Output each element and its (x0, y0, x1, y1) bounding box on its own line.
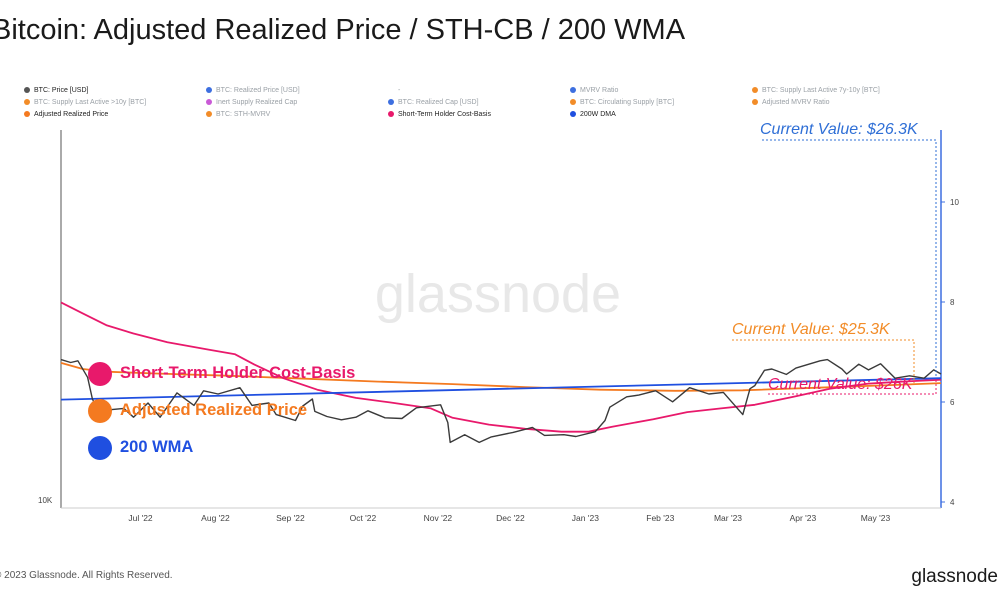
legend-item[interactable]: BTC: Price [USD] (24, 84, 206, 96)
sth-cost-basis-line (60, 301, 942, 433)
y-right-tick-label: 4 (950, 498, 955, 507)
watermark: glassnode (375, 264, 621, 324)
glassnode-logo[interactable]: glassnode (911, 566, 998, 587)
legend-item-label: Short-Term Holder Cost-Basis (398, 110, 491, 118)
price-line (60, 358, 942, 444)
legend-item[interactable]: BTC: Supply Last Active >10y [BTC] (24, 96, 206, 108)
sth-cb-value-guide (768, 379, 937, 395)
legend-item[interactable]: Adjusted MVRV Ratio (752, 96, 934, 108)
legend-item[interactable]: Short-Term Holder Cost-Basis (388, 108, 570, 120)
legend-item[interactable]: BTC: Realized Price [USD] (206, 84, 388, 96)
legend-item-label: Inert Supply Realized Cap (216, 98, 298, 106)
legend-item-label: BTC: Realized Cap [USD] (398, 98, 479, 106)
legend-dot-icon (752, 99, 758, 105)
legend-sth-cb-label: Short-Term Holder Cost-Basis (120, 364, 356, 382)
legend-adjusted-realized: Adjusted Realized Price (88, 392, 355, 429)
legend-item[interactable]: - (388, 84, 570, 96)
legend-dot-icon (752, 87, 758, 93)
legend-item[interactable]: 200W DMA (570, 108, 752, 120)
adjusted-realized-value-guide (732, 339, 915, 384)
chart-title: Bitcoin: Adjusted Realized Price / STH-C… (0, 14, 686, 46)
x-tick-label: Aug '22 (201, 513, 230, 523)
y-right-tick-label: 6 (950, 398, 955, 407)
x-tick-label: Apr '23 (790, 513, 817, 523)
legend-item-label: BTC: STH-MVRV (216, 110, 271, 118)
x-tick-label: Mar '23 (714, 513, 742, 523)
x-tick-label: Oct '22 (350, 513, 377, 523)
annotation-sth-cb: Current Value: $26K (768, 376, 914, 393)
y-right-tick-label: 10 (950, 198, 959, 207)
legend-item-label: Adjusted Realized Price (34, 110, 109, 118)
legend-row: BTC: Supply Last Active >10y [BTC] Inert … (24, 96, 944, 108)
legend-dot-icon (570, 99, 576, 105)
legend-row: BTC: Price [USD] BTC: Realized Price [USD… (24, 84, 944, 96)
annotation-adjusted-realized: Current Value: $25.3K (732, 321, 891, 338)
legend-item-label: BTC: Supply Last Active 7y-10y [BTC] (762, 86, 880, 94)
copyright: © 2023 Glassnode. All Rights Reserved. (0, 570, 173, 581)
legend-dot-icon (388, 99, 394, 105)
legend-dot-icon (24, 87, 30, 93)
x-tick-label: Nov '22 (424, 513, 453, 523)
wma-200-line (60, 377, 942, 401)
legend-item[interactable]: Adjusted Realized Price (24, 108, 206, 120)
x-tick-label: Sep '22 (276, 513, 305, 523)
legend-item[interactable]: MVRV Ratio (570, 84, 752, 96)
legend-item-label: BTC: Circulating Supply [BTC] (580, 98, 675, 106)
legend-dot-icon (24, 111, 30, 117)
legend-item[interactable]: BTC: Circulating Supply [BTC] (570, 96, 752, 108)
y-right-tick-label: 8 (950, 298, 955, 307)
legend-item[interactable]: Inert Supply Realized Cap (206, 96, 388, 108)
x-tick-label: Jan '23 (572, 513, 599, 523)
legend-dot-icon (570, 87, 576, 93)
legend-item-label: BTC: Supply Last Active >10y [BTC] (34, 98, 147, 106)
legend-dot-icon (206, 87, 212, 93)
legend-200wma: 200 WMA (88, 429, 355, 466)
legend-sth-cb: Short-Term Holder Cost-Basis (88, 355, 355, 392)
legend-dot-icon (570, 111, 576, 117)
x-tick-label: Jul '22 (128, 513, 153, 523)
legend-item[interactable]: BTC: STH-MVRV (206, 108, 388, 120)
legend-200wma-label: 200 WMA (120, 438, 194, 456)
y-left-tick-label: 10K (38, 496, 53, 505)
annotation-200wma: Current Value: $26.3K (760, 121, 919, 138)
legend-item-label: MVRV Ratio (580, 86, 619, 94)
adjusted-realized-price-line (60, 362, 942, 392)
legend-dot-icon (206, 99, 212, 105)
adjusted-realized-dot (88, 398, 112, 423)
x-tick-label: May '23 (861, 513, 891, 523)
legend-item[interactable]: BTC: Supply Last Active 7y-10y [BTC] (752, 84, 934, 96)
x-tick-label: Feb '23 (646, 513, 674, 523)
x-tick-label: Dec '22 (496, 513, 525, 523)
legend-dot-icon (388, 87, 394, 93)
legend-item[interactable]: BTC: Realized Cap [USD] (388, 96, 570, 108)
legend-item-label: BTC: Realized Price [USD] (216, 86, 300, 94)
legend-item-label: Adjusted MVRV Ratio (762, 98, 830, 106)
legend-adjusted-realized-label: Adjusted Realized Price (120, 401, 308, 419)
legend-item-label: 200W DMA (580, 110, 616, 118)
wma-dot (88, 435, 112, 460)
legend-item-label: - (398, 86, 401, 94)
sth-cb-dot (88, 361, 112, 386)
highlight-legend: Short-Term Holder Cost-Basis Adjusted Re… (88, 355, 355, 466)
legend-dot-icon (24, 99, 30, 105)
legend-dot-icon (388, 111, 394, 117)
legend-row: Adjusted Realized Price BTC: STH-MVRV Shor… (24, 108, 944, 120)
series-legend: BTC: Price [USD] BTC: Realized Price [USD… (24, 84, 944, 120)
wma-value-guide (762, 139, 937, 379)
legend-item-label: BTC: Price [USD] (34, 86, 89, 94)
legend-dot-icon (206, 111, 212, 117)
